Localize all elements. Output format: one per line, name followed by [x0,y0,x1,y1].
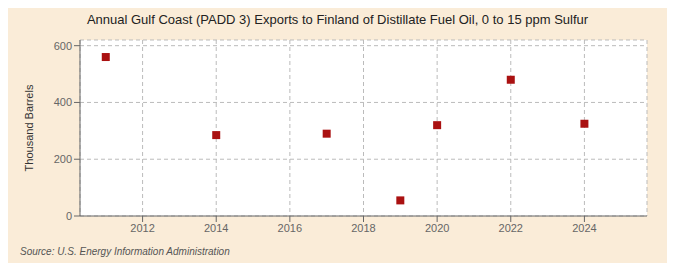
html-text:Source: U.S. Energy Informatio: Source: U.S. Energy Information Administ… [20,246,230,257]
svg-text:2016: 2016 [278,222,302,234]
svg-text:Thousand Barrels: Thousand Barrels [23,84,35,171]
html-text:Annual Gulf Coast (PADD 3) Exp: Annual Gulf Coast (PADD 3) Exports to Fi… [86,12,589,27]
svg-text:400: 400 [54,96,72,108]
svg-text:200: 200 [54,153,72,165]
svg-text:600: 600 [54,40,72,52]
svg-text:2020: 2020 [425,222,449,234]
svg-text:2018: 2018 [351,222,375,234]
svg-text:0: 0 [66,210,72,222]
svg-text:2014: 2014 [204,222,228,234]
svg-text:2024: 2024 [572,222,596,234]
svg-text:2022: 2022 [499,222,523,234]
svg-text:2012: 2012 [130,222,154,234]
